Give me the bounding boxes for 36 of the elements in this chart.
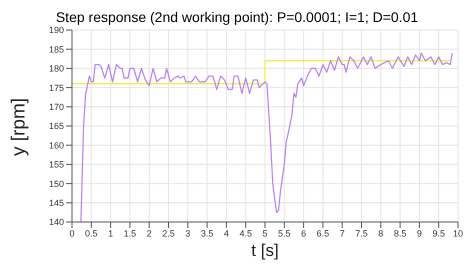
y-tick-label: 170 xyxy=(48,102,64,112)
y-tick-label: 150 xyxy=(48,178,64,189)
x-tick-label: 3 xyxy=(185,228,190,238)
y-tick-label: 190 xyxy=(48,25,64,36)
x-tick-label: 1 xyxy=(108,228,114,238)
x-tick-label: 7 xyxy=(340,228,345,238)
x-tick-label: 4.5 xyxy=(239,228,252,238)
x-axis-title: t [s] xyxy=(251,241,279,260)
x-tick-label: 0 xyxy=(69,228,75,238)
chart-title: Step response (2nd working point): P=0.0001; I=1; D=0.01 xyxy=(54,8,420,26)
line-series xyxy=(80,52,453,222)
x-tick-label: 3.5 xyxy=(200,228,214,238)
y-tick-label: 175 xyxy=(48,82,64,93)
x-tick-label: 0.5 xyxy=(85,228,98,238)
x-tick-label: 2.5 xyxy=(162,228,175,238)
x-tick-label: 8.5 xyxy=(394,228,406,238)
y-tick-label: 185 xyxy=(48,44,64,54)
x-tick-label: 4 xyxy=(224,228,229,238)
x-tick-label: 6.5 xyxy=(316,228,330,238)
y-tick-label: 165 xyxy=(48,121,64,132)
y-tick-label: 145 xyxy=(48,198,64,208)
x-tick-label: 8 xyxy=(378,228,384,238)
x-tick-label: 6 xyxy=(301,228,306,238)
x-tick-label: 2 xyxy=(146,228,152,238)
y-tick-label: 160 xyxy=(48,140,64,150)
y-axis-title: y [rpm] xyxy=(8,98,30,156)
x-tick-label: 9.5 xyxy=(432,228,445,238)
x-tick-label: 5 xyxy=(262,228,268,238)
y-tick-label: 155 xyxy=(48,160,64,170)
x-tick-label: 10 xyxy=(452,228,464,238)
y-tick-label: 140 xyxy=(48,217,64,228)
y-tick-label: 180 xyxy=(48,64,64,74)
x-tick-label: 5.5 xyxy=(278,228,291,238)
x-tick-label: 9 xyxy=(416,228,422,238)
x-tick-label: 7.5 xyxy=(355,228,368,238)
x-tick-label: 1.5 xyxy=(124,228,136,238)
